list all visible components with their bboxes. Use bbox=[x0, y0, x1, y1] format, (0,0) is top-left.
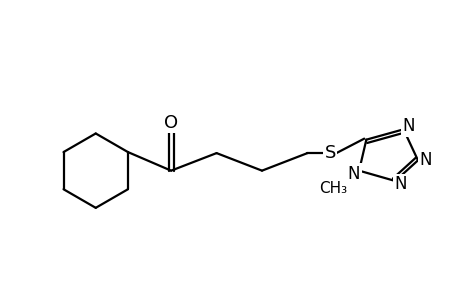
Text: O: O bbox=[164, 114, 178, 132]
Text: CH₃: CH₃ bbox=[319, 181, 347, 196]
Text: N: N bbox=[393, 175, 406, 193]
Text: N: N bbox=[418, 151, 431, 169]
Text: N: N bbox=[347, 165, 359, 183]
Text: N: N bbox=[402, 117, 414, 135]
Text: S: S bbox=[324, 144, 335, 162]
